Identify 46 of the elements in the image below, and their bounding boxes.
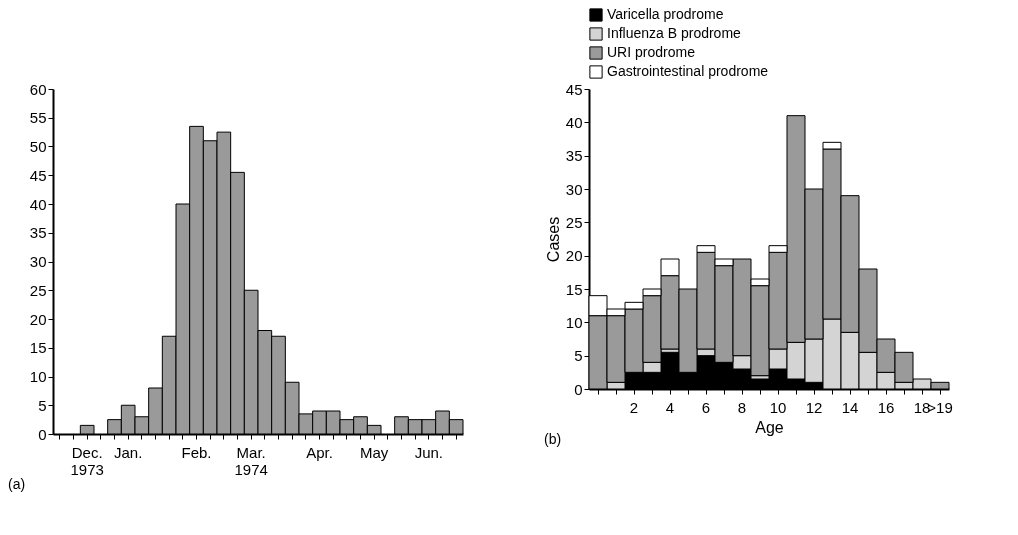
y-tick-label: 30 (29, 253, 47, 270)
y-tick-label: 45 (565, 80, 583, 98)
y-tick-label: 25 (565, 213, 583, 231)
y-tick-label: 0 (38, 425, 47, 443)
y-tick-label: 60 (29, 80, 47, 98)
y-tick-label: 20 (29, 310, 47, 328)
text: (a) (8, 476, 26, 492)
y-tick-label: 10 (29, 368, 47, 385)
y-tick-label: 0 (574, 380, 583, 398)
legend-label: Influenza B prodrome (607, 25, 742, 41)
y-tick-label: 40 (29, 195, 47, 213)
x-tick-label: 6 (701, 398, 711, 416)
x-tick-label: 2 (629, 398, 639, 416)
y-tick-label: 15 (29, 339, 47, 357)
x-tick-label: 10 (769, 398, 787, 416)
y-tick-label: 15 (565, 280, 583, 298)
y-tick-label: 20 (565, 247, 583, 265)
y-tick-label: 25 (29, 281, 47, 299)
legend-label: URI prodrome (607, 44, 696, 60)
x-tick-label: Mar. 1974 (234, 443, 268, 478)
y-tick-label: 5 (38, 396, 47, 414)
x-tick-label: 12 (805, 398, 823, 416)
x-tick-label: May (359, 443, 389, 461)
y-tick-label: 55 (29, 109, 47, 127)
x-tick-label: Dec. 1973 (70, 443, 104, 478)
y-tick-label: 5 (574, 347, 583, 365)
x-tick-label: 14 (841, 398, 859, 416)
y-tick-label: 10 (565, 313, 583, 331)
y-tick-label: 50 (29, 138, 47, 155)
x-tick-label: 16 (877, 398, 895, 416)
legend-label: Gastrointestinal prodrome (607, 63, 769, 79)
y-tick-label: 30 (565, 180, 583, 198)
x-tick-label: Feb. (181, 443, 212, 461)
y-axis-title: Cases (544, 216, 562, 263)
legend-label: Varicella prodrome (607, 6, 724, 22)
y-tick-label: 35 (565, 147, 583, 165)
text: (b) (544, 431, 562, 447)
x-tick-label: Apr. (306, 443, 333, 461)
x-tick-label: Jan. (113, 443, 143, 461)
x-tick-label: 8 (737, 398, 747, 416)
y-tick-label: 40 (565, 113, 583, 131)
y-tick-label: 35 (29, 224, 47, 242)
x-axis-title: Age (755, 418, 784, 436)
x-tick-label: 4 (665, 398, 675, 416)
y-tick-label: 45 (29, 166, 47, 184)
x-tick-label: Jun. (414, 443, 444, 461)
